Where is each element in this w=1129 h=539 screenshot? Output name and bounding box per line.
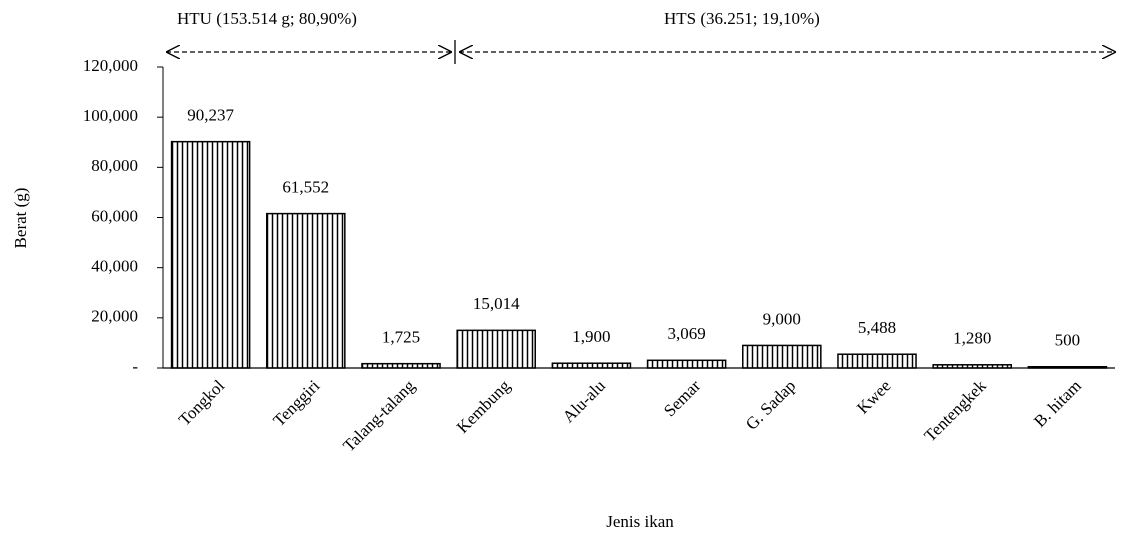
- x-tick-label: Kembung: [453, 376, 514, 437]
- x-tick-label: Tentengkek: [920, 376, 990, 446]
- y-tick-label: 20,000: [91, 307, 138, 326]
- bar: [456, 329, 536, 369]
- value-label: 15,014: [473, 294, 520, 313]
- value-label: 61,552: [282, 178, 329, 197]
- y-tick-label: 80,000: [91, 156, 138, 175]
- value-label: 3,069: [667, 324, 705, 343]
- bar: [361, 362, 441, 369]
- value-label: 1,280: [953, 329, 991, 348]
- value-label: 500: [1055, 331, 1081, 350]
- x-tick-label: Tenggiri: [269, 376, 323, 430]
- x-tick-label: Semar: [660, 376, 704, 420]
- annotation: HTU (153.514 g; 80,90%): [177, 9, 357, 28]
- y-tick-label: -: [132, 357, 138, 376]
- x-tick-label: Talang-talang: [339, 376, 419, 456]
- value-label: 5,488: [858, 318, 896, 337]
- x-tick-label: G. Sadap: [742, 376, 800, 434]
- value-label: 1,725: [382, 328, 420, 347]
- y-tick-label: 100,000: [83, 106, 138, 125]
- bar: [170, 140, 251, 369]
- bar: [266, 212, 346, 369]
- y-tick-label: 40,000: [91, 257, 138, 276]
- bar: [646, 359, 727, 369]
- bar: [742, 344, 822, 369]
- annotation: HTS (36.251; 19,10%): [664, 9, 820, 28]
- bar: [837, 353, 917, 369]
- x-tick-label: B. hitam: [1030, 376, 1085, 431]
- y-axis-title: Berat (g): [11, 188, 30, 249]
- x-tick-label: Tongkol: [175, 376, 229, 430]
- y-tick-label: 60,000: [91, 206, 138, 225]
- x-tick-label: Kwee: [853, 376, 894, 417]
- bar: [551, 362, 632, 369]
- x-tick-label: Alu-alu: [559, 376, 610, 427]
- range-arrows: [166, 40, 1116, 64]
- x-axis-title: Jenis ikan: [606, 512, 674, 531]
- y-tick-label: 120,000: [83, 56, 138, 75]
- value-label: 9,000: [763, 309, 801, 328]
- value-label: 1,900: [572, 327, 610, 346]
- value-label: 90,237: [187, 106, 234, 125]
